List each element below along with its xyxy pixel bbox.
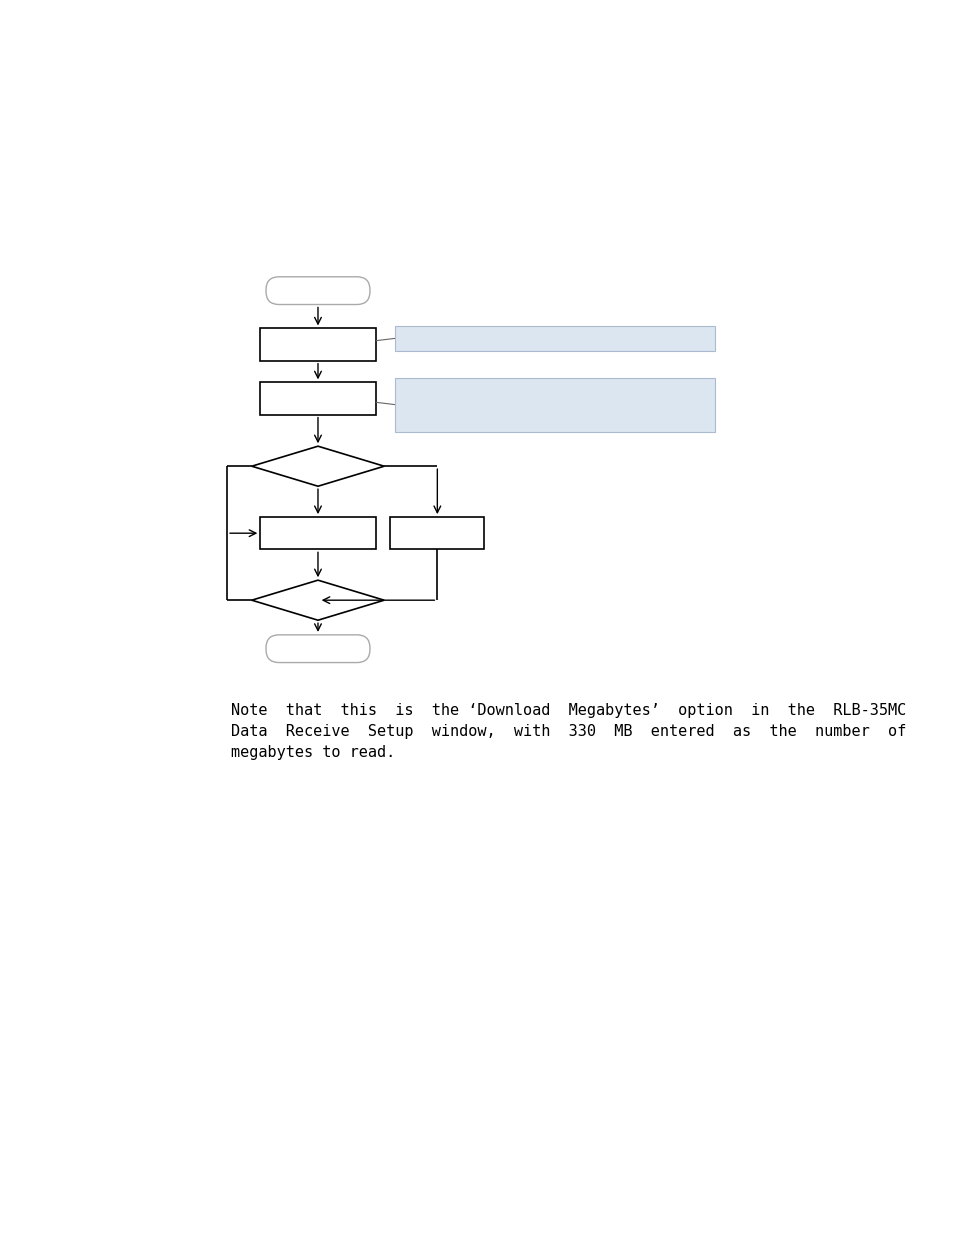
Bar	[260, 517, 375, 550]
Bar	[395, 326, 714, 351]
Bar	[390, 517, 484, 550]
Bar	[395, 378, 714, 431]
Bar	[260, 329, 375, 361]
Polygon shape	[252, 446, 384, 487]
Text: Note  that  this  is  the ‘Download  Megabytes’  option  in  the  RLB-35MC
Data : Note that this is the ‘Download Megabyte…	[231, 703, 905, 760]
Polygon shape	[252, 580, 384, 620]
Bar	[260, 383, 375, 415]
FancyBboxPatch shape	[266, 635, 370, 662]
FancyBboxPatch shape	[266, 277, 370, 305]
